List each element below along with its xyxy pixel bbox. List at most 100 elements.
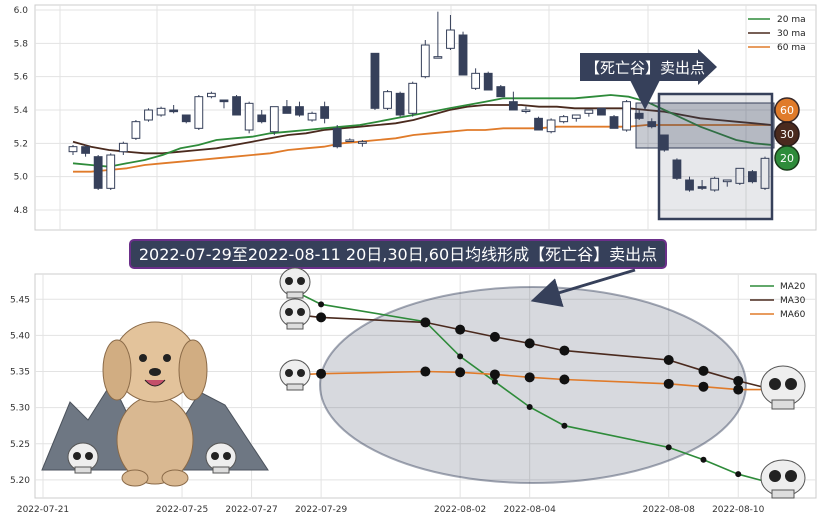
bottom-x-ticks: 2022-07-21 2022-07-25 2022-07-27 2022-07-29…: [17, 505, 765, 515]
candle-body-6: [144, 109, 153, 121]
candle-body-21: [332, 127, 342, 148]
badge-60-label: 60: [780, 104, 794, 117]
bottom-ytick-2: 5.30: [10, 404, 30, 414]
candle-body-33: [483, 72, 493, 91]
candle-body-35: [508, 101, 518, 111]
candle-body-25: [383, 91, 392, 109]
top-ytick-5: 5.8: [14, 39, 29, 49]
skull-icon-2: [205, 442, 237, 474]
bottom-ytick-4: 5.40: [10, 331, 30, 341]
skull-icon-4: [279, 298, 311, 330]
candle-body-20: [320, 106, 330, 119]
candle-body-7: [156, 107, 166, 116]
candle-body-22: [345, 139, 355, 142]
bottom-ytick-1: 5.25: [10, 440, 30, 450]
point-ma60-6: [559, 374, 570, 385]
point-ma60-5: [524, 372, 535, 383]
candle-body-36: [521, 109, 531, 112]
badge-30-label: 30: [780, 128, 794, 141]
candle-body-15: [257, 114, 267, 123]
candle-body-29: [433, 56, 443, 59]
bottom-legend: MA20 MA30 MA60: [750, 282, 806, 320]
skull-icon-3: [279, 267, 311, 299]
bottom-xtick-5: 2022-08-04: [504, 505, 557, 515]
candle-body-34: [496, 86, 506, 98]
candle-body-2: [93, 156, 103, 189]
callout-arrow: [580, 49, 717, 85]
top-ytick-2: 5.2: [14, 139, 28, 149]
candle-body-39: [559, 116, 569, 123]
candle-body-52: [722, 179, 732, 183]
candle-body-40: [571, 114, 581, 119]
top-ytick-4: 5.6: [14, 73, 29, 83]
candle-body-18: [295, 106, 304, 116]
candle-body-38: [546, 119, 556, 133]
point-ma30-7: [663, 354, 674, 365]
bottom-xtick-2: 2022-07-27: [225, 505, 277, 515]
point-ma20-7: [665, 444, 672, 451]
candle-body-44: [622, 101, 632, 131]
point-ma20-6: [561, 422, 568, 429]
candle-body-17: [282, 106, 292, 114]
point-ma60-7: [663, 378, 674, 389]
candle-body-48: [672, 159, 682, 179]
bottom-xtick-4: 2022-08-02: [434, 505, 486, 515]
candle-body-42: [597, 107, 606, 116]
candle-body-51: [710, 177, 720, 191]
candle-body-3: [106, 154, 116, 189]
candle-body-53: [735, 167, 745, 184]
candle-body-12: [219, 99, 229, 103]
candle-body-16: [269, 106, 279, 133]
bottom-xtick-6: 2022-08-08: [643, 505, 696, 515]
candle-body-1: [81, 146, 90, 154]
bottom-ytick-0: 5.20: [10, 476, 30, 486]
candle-body-9: [181, 114, 191, 123]
point-ma30-5: [524, 338, 535, 349]
point-ma20-9: [735, 471, 742, 478]
top-ytick-1: 5.0: [14, 173, 29, 183]
point-ma20-5: [526, 403, 533, 410]
ma-badges: 60 30 20: [774, 97, 800, 171]
point-ma20-8: [700, 456, 707, 463]
point-ma20-4: [491, 378, 498, 385]
candle-body-28: [420, 44, 430, 78]
point-ma60-8: [698, 381, 709, 392]
candle-body-55: [760, 157, 770, 189]
top-ytick-6: 6.0: [14, 6, 29, 16]
candle-body-30: [446, 29, 455, 49]
legend-ma20: 20 ma: [777, 15, 806, 25]
point-ma60-9: [733, 384, 744, 395]
sell-zone-box: [657, 92, 774, 221]
candle-body-13: [232, 96, 241, 116]
bottom-series: [285, 286, 774, 485]
point-ma20-1: [318, 301, 325, 308]
top-legend: 20 ma 30 ma 60 ma: [748, 15, 806, 53]
legend-MA30: MA30: [780, 296, 806, 306]
badge-20-label: 20: [780, 152, 794, 165]
candle-body-23: [357, 141, 367, 144]
candle-body-24: [370, 52, 380, 109]
banner-pointer: [530, 268, 636, 308]
candle-body-31: [458, 34, 468, 76]
legend-MA60: MA60: [780, 310, 806, 320]
candle-body-19: [307, 112, 317, 121]
candle-body-32: [471, 72, 481, 89]
candle-body-5: [131, 121, 141, 139]
candle-body-37: [534, 117, 543, 131]
candle-body-27: [408, 82, 418, 114]
candle-body-4: [118, 142, 128, 153]
candle-body-11: [206, 92, 216, 98]
point-ma30-4: [489, 331, 500, 342]
candle-body-49: [685, 179, 694, 191]
bottom-xtick-3: 2022-07-29: [295, 505, 348, 515]
point-ma30-1: [316, 312, 327, 323]
point-ma30-6: [559, 345, 570, 356]
candle-body-41: [584, 109, 594, 114]
bottom-xtick-0: 2022-07-21: [17, 505, 69, 515]
legend-MA20: MA20: [780, 282, 806, 292]
bottom-ytick-5: 5.45: [10, 295, 30, 305]
point-ma60-1: [316, 368, 327, 379]
skull-icon-6: [760, 365, 806, 410]
top-ytick-0: 4.8: [14, 206, 29, 216]
